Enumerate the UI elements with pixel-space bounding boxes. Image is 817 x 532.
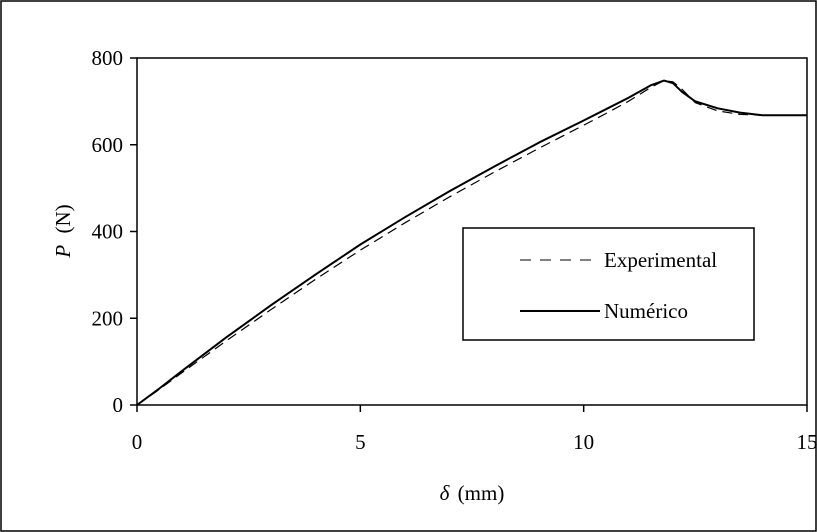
y-axis-symbol: P (51, 245, 75, 259)
x-tick-label: 15 (797, 430, 817, 454)
x-tick-label: 5 (355, 430, 366, 454)
y-tick-label: 200 (92, 306, 124, 330)
svg-text:δ (mm): δ (mm) (440, 481, 505, 505)
y-tick-label: 800 (92, 46, 124, 70)
y-tick-label: 400 (92, 220, 124, 244)
series-layer (136, 79, 807, 406)
legend-label-experimental: Experimental (604, 248, 717, 272)
y-tick-label: 0 (113, 393, 124, 417)
x-tick-label: 10 (573, 430, 594, 454)
x-axis-symbol: δ (440, 481, 451, 505)
svg-text:P (N): P (N) (51, 204, 75, 258)
series-line-numerico (136, 79, 807, 406)
y-axis-ticks: 0 200 400 600 800 (92, 46, 137, 417)
y-axis-title: P (N) (51, 204, 75, 258)
x-axis-unit: (mm) (458, 481, 505, 505)
y-axis-unit: (N) (51, 204, 75, 233)
legend-box (462, 227, 755, 341)
x-axis-title: δ (mm) (440, 481, 505, 505)
plot-area-frame (136, 57, 808, 406)
x-axis-ticks: 0 5 10 15 (132, 405, 817, 454)
y-tick-label: 600 (92, 133, 124, 157)
legend: Experimental Numérico (462, 227, 755, 341)
legend-label-numerico: Numérico (604, 299, 688, 323)
x-tick-label: 0 (132, 430, 143, 454)
